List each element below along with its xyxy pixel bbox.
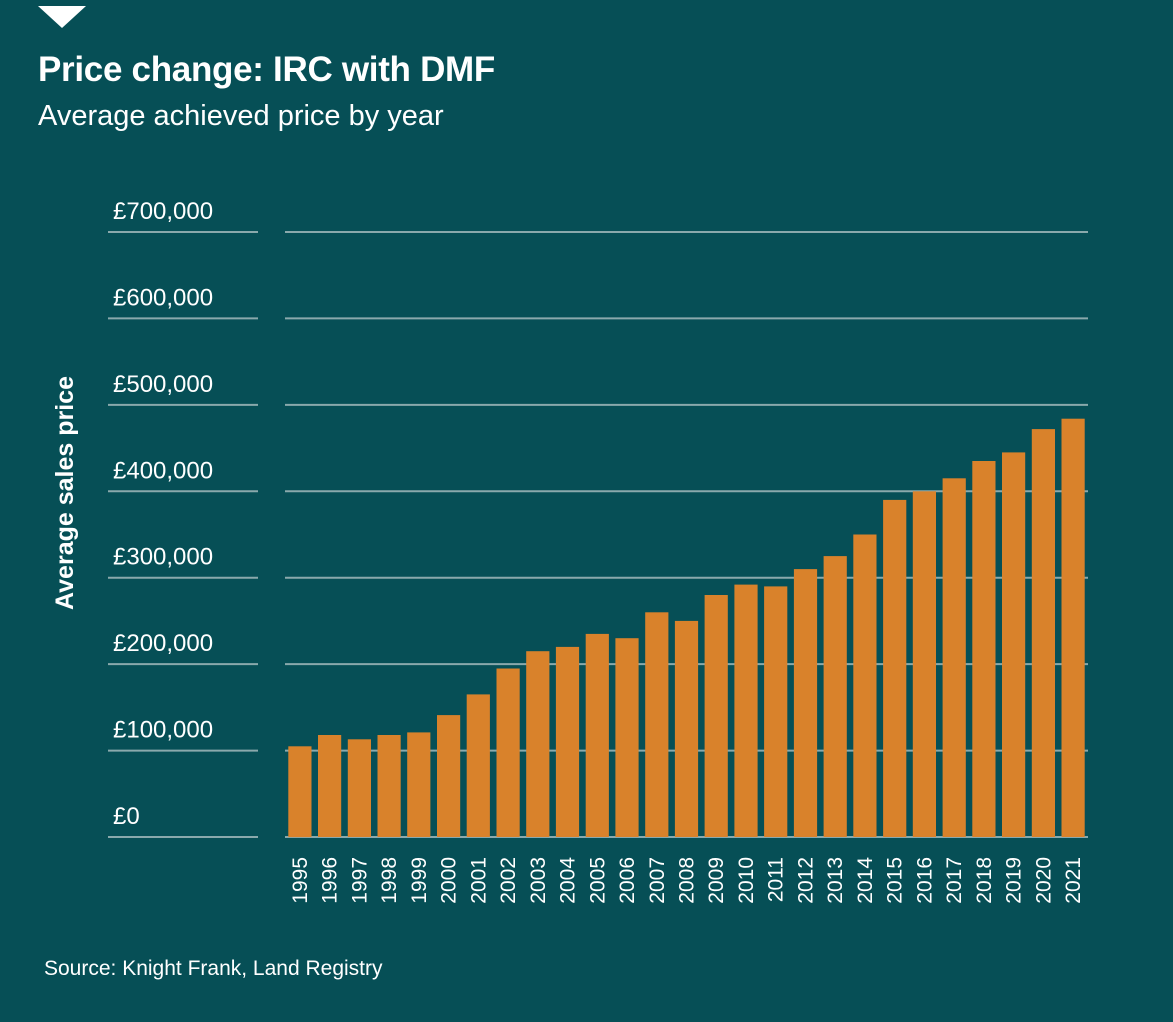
bar-2005 — [585, 633, 609, 837]
bar-2009 — [704, 595, 728, 837]
bar-2014 — [853, 534, 877, 837]
x-tick-label: 2020 — [1032, 857, 1055, 904]
bar-1997 — [347, 739, 371, 837]
x-tick-label: 2000 — [438, 857, 461, 904]
x-tick-label: 2001 — [467, 857, 490, 904]
bar-2007 — [645, 612, 669, 837]
x-tick-label: 2005 — [586, 857, 609, 904]
y-tick-label: £300,000 — [113, 544, 213, 571]
y-tick-label: £0 — [113, 803, 140, 830]
y-tick-label: £400,000 — [113, 457, 213, 484]
bar-1995 — [288, 746, 312, 838]
x-tick-label: 2010 — [735, 857, 758, 904]
y-tick-label: £100,000 — [113, 717, 213, 744]
x-tick-label: 2008 — [676, 857, 699, 904]
bar-2001 — [466, 694, 490, 837]
bar-2000 — [437, 715, 461, 837]
bar-2015 — [883, 499, 907, 837]
x-tick-label: 2009 — [705, 857, 728, 904]
x-tick-label: 2018 — [973, 857, 996, 904]
y-tick-label: £200,000 — [113, 630, 213, 657]
x-tick-label: 2002 — [497, 857, 520, 904]
bar-1996 — [318, 735, 342, 837]
x-tick-label: 2007 — [646, 857, 669, 904]
x-tick-label: 2004 — [557, 857, 580, 904]
bar-2010 — [734, 584, 758, 837]
y-tick-label: £500,000 — [113, 371, 213, 398]
x-tick-label: 2016 — [913, 857, 936, 904]
bar-2006 — [615, 638, 639, 837]
x-axis-tick-labels: 1995 1996 1997 1998 1999 2000 2001 2002 2003 2004… — [289, 857, 1085, 904]
bar-2003 — [526, 651, 550, 837]
source-note: Source: Knight Frank, Land Registry — [44, 957, 383, 980]
y-tick-label: £700,000 — [113, 198, 213, 225]
bars — [288, 418, 1085, 838]
bar-2021 — [1061, 418, 1085, 837]
x-tick-label: 1997 — [348, 857, 371, 904]
bar-2013 — [823, 556, 847, 837]
bar-2011 — [764, 586, 788, 837]
x-tick-label: 2015 — [884, 857, 907, 904]
y-tick-label: £600,000 — [113, 284, 213, 311]
x-tick-label: 2017 — [943, 857, 966, 904]
x-tick-label: 1995 — [289, 857, 312, 904]
y-axis-tick-labels: £0 £100,000 £200,000 £300,000 £400,000 £500,0… — [113, 198, 213, 830]
x-tick-label: 2011 — [765, 857, 788, 902]
bar-2019 — [1002, 452, 1026, 837]
bar-1999 — [407, 732, 431, 837]
x-tick-label: 1999 — [408, 857, 431, 904]
x-tick-label: 2006 — [616, 857, 639, 904]
bar-2018 — [972, 461, 996, 837]
bar-2002 — [496, 668, 520, 837]
chart-subtitle: Average achieved price by year — [38, 100, 444, 132]
bar-2012 — [793, 569, 818, 837]
bar-2017 — [942, 478, 966, 837]
y-axis-label: Average sales price — [51, 376, 79, 610]
bar-2020 — [1031, 429, 1055, 837]
x-tick-label: 1996 — [319, 857, 342, 904]
x-tick-label: 2021 — [1062, 857, 1085, 904]
x-tick-label: 2019 — [1003, 857, 1026, 904]
chart-title: Price change: IRC with DMF — [38, 50, 495, 89]
bar-2008 — [674, 620, 699, 837]
x-tick-label: 2012 — [795, 857, 818, 904]
x-tick-label: 2014 — [854, 857, 877, 904]
triangle-marker-icon — [38, 6, 86, 28]
x-tick-label: 2013 — [824, 857, 847, 904]
x-tick-label: 1998 — [378, 857, 401, 904]
bar-1998 — [377, 735, 401, 837]
bar-2004 — [555, 646, 580, 837]
bar-2016 — [912, 491, 936, 837]
x-tick-label: 2003 — [527, 857, 550, 904]
